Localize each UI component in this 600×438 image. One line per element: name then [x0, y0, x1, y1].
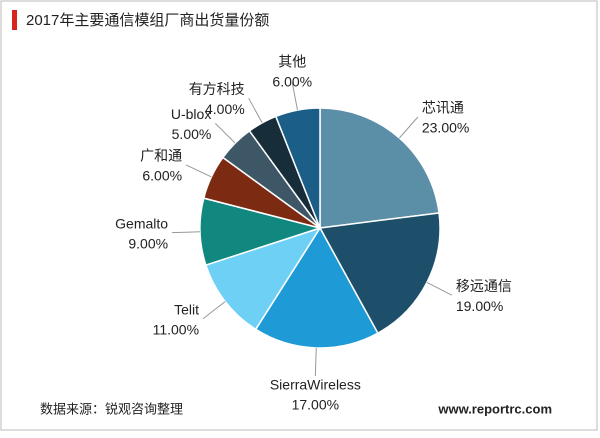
leader-line — [291, 82, 299, 111]
leader-line — [426, 282, 453, 296]
pie-slice — [319, 107, 440, 229]
value-label: 23.00% — [422, 120, 469, 136]
category-label: 其他 — [278, 53, 306, 69]
source-note: 数据来源：锐观咨询整理 — [40, 401, 183, 416]
value-label: 9.00% — [128, 235, 168, 251]
leader-line — [214, 122, 236, 144]
leader-line — [314, 347, 317, 376]
category-label: SierraWireless — [270, 377, 361, 393]
leader-line — [172, 231, 201, 234]
title-accent — [12, 10, 17, 30]
website: www.reportrc.com — [437, 401, 552, 416]
value-label: 6.00% — [272, 73, 312, 89]
category-label: 广和通 — [140, 148, 182, 164]
pie-slice — [274, 107, 321, 229]
value-label: 17.00% — [292, 397, 339, 413]
value-label: 5.00% — [172, 126, 212, 142]
category-label: U-blox — [171, 106, 211, 122]
leader-line — [202, 301, 226, 320]
category-label: 有方科技 — [189, 81, 245, 97]
leader-line — [398, 116, 419, 139]
category-label: 芯讯通 — [422, 100, 464, 116]
pie-slice — [204, 226, 322, 331]
pie-slice — [254, 226, 379, 349]
value-label: 4.00% — [205, 101, 245, 117]
chart-title: 2017年主要通信模组厂商出货量份额 — [26, 12, 269, 29]
category-label: 移远通信 — [456, 278, 512, 294]
category-label: Telit — [174, 301, 199, 317]
value-label: 11.00% — [153, 321, 199, 337]
category-label: Gemalto — [115, 215, 168, 231]
leader-line — [185, 164, 212, 178]
leader-line — [248, 98, 263, 124]
value-label: 6.00% — [142, 168, 182, 184]
value-label: 19.00% — [456, 298, 503, 314]
